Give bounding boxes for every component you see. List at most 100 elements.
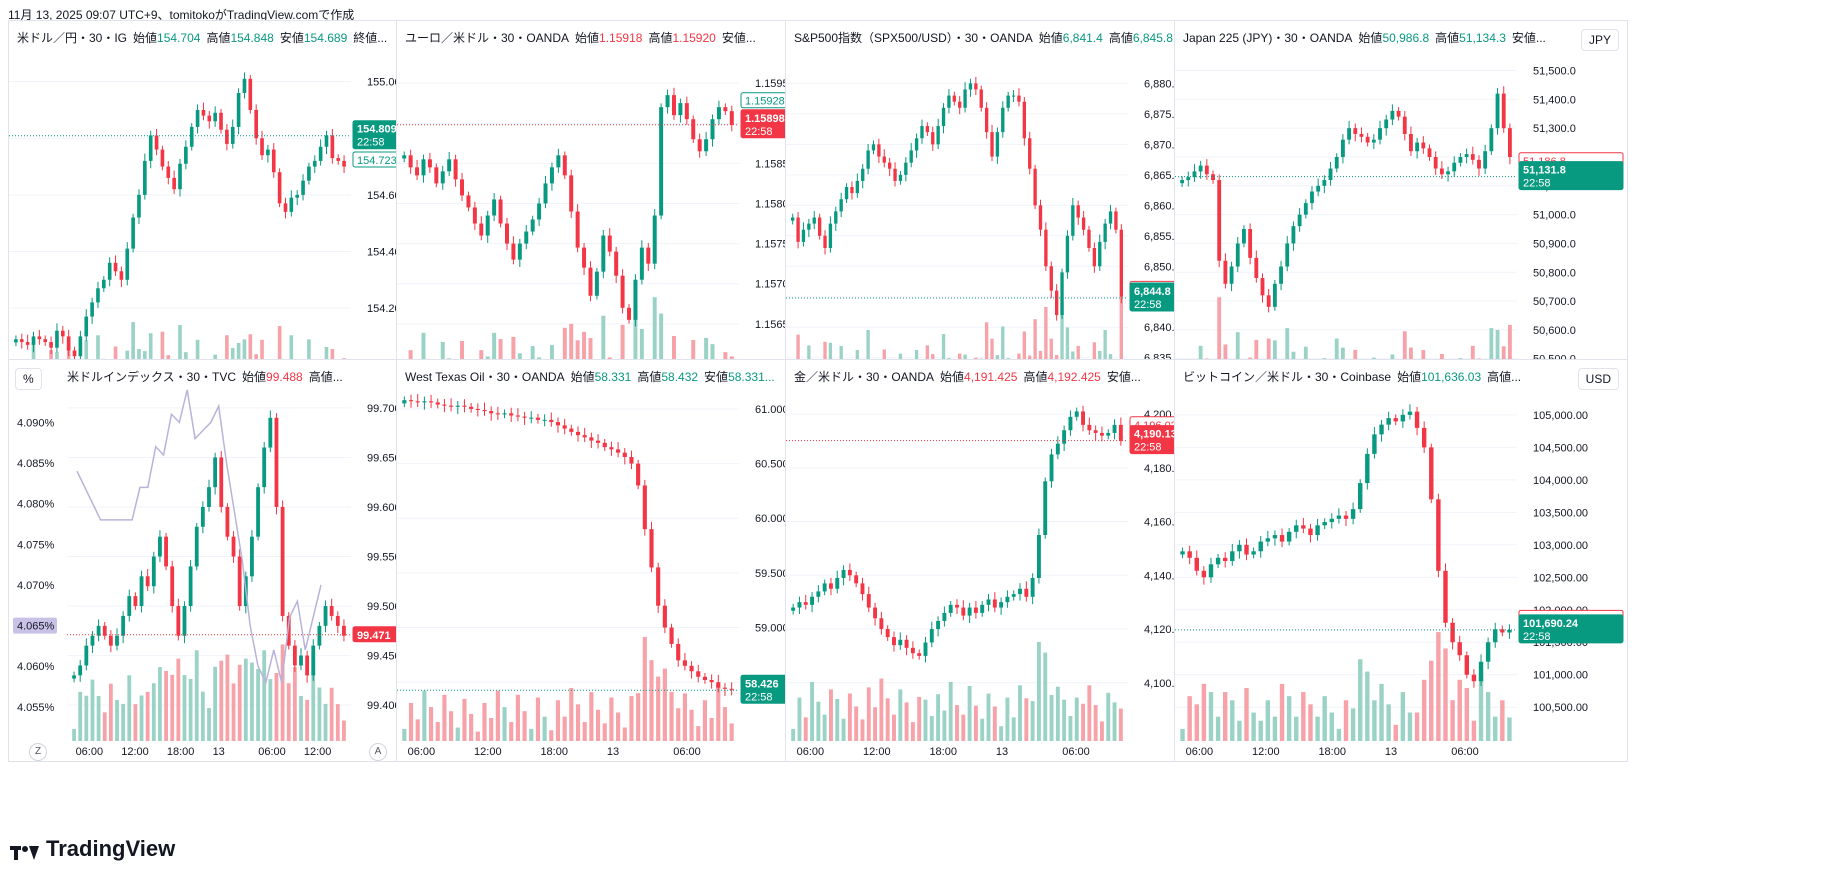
- candle[interactable]: [562, 155, 567, 176]
- candle[interactable]: [562, 425, 567, 429]
- symbol-legend[interactable]: S&P500指数（SPX500/USD）・30・OANDA 始値6,841.4 高値…: [794, 29, 1174, 46]
- chart-panel[interactable]: 51,500.051,400.051,300.051,200.051,100.0…: [1174, 20, 1628, 423]
- candle[interactable]: [609, 447, 614, 450]
- candle[interactable]: [914, 138, 919, 151]
- chart-panel[interactable]: 4,200.000 4,180.000 4,160.000 4,140.000 4,12…: [785, 359, 1239, 762]
- candle[interactable]: [455, 405, 460, 407]
- candle[interactable]: [342, 160, 346, 167]
- candle[interactable]: [1237, 544, 1242, 552]
- currency-button[interactable]: JPY: [1580, 29, 1619, 51]
- candle[interactable]: [607, 235, 612, 252]
- candle[interactable]: [115, 635, 119, 646]
- candle[interactable]: [1180, 180, 1185, 184]
- candle[interactable]: [887, 162, 892, 169]
- candle[interactable]: [662, 605, 667, 628]
- candle[interactable]: [1500, 629, 1505, 633]
- candle[interactable]: [834, 211, 838, 224]
- candle[interactable]: [961, 607, 966, 616]
- candle[interactable]: [973, 607, 978, 613]
- candle[interactable]: [72, 675, 76, 679]
- candle[interactable]: [1229, 266, 1234, 284]
- candle[interactable]: [184, 146, 188, 164]
- candle[interactable]: [716, 682, 721, 688]
- candle[interactable]: [66, 336, 71, 351]
- candle[interactable]: [428, 401, 434, 403]
- candle[interactable]: [1044, 229, 1048, 267]
- candle[interactable]: [466, 195, 471, 208]
- candle[interactable]: [968, 83, 973, 90]
- candle[interactable]: [266, 149, 270, 156]
- candle[interactable]: [317, 625, 322, 646]
- candle[interactable]: [1501, 93, 1506, 129]
- candle[interactable]: [160, 149, 165, 167]
- candle[interactable]: [1022, 101, 1027, 139]
- candle[interactable]: [434, 167, 439, 184]
- candle[interactable]: [231, 536, 236, 557]
- candle[interactable]: [1030, 577, 1035, 597]
- candle[interactable]: [482, 410, 487, 412]
- candle[interactable]: [807, 223, 811, 230]
- candle[interactable]: [274, 417, 279, 507]
- candle[interactable]: [854, 575, 859, 584]
- candle[interactable]: [84, 316, 89, 337]
- candle[interactable]: [678, 103, 683, 116]
- candle[interactable]: [402, 155, 407, 159]
- candle[interactable]: [841, 569, 846, 578]
- candle[interactable]: [55, 330, 59, 348]
- candle[interactable]: [904, 639, 909, 648]
- candle[interactable]: [170, 566, 175, 607]
- candle[interactable]: [729, 111, 734, 125]
- candle[interactable]: [301, 180, 305, 195]
- candle[interactable]: [188, 566, 193, 607]
- candle[interactable]: [19, 339, 24, 343]
- candle[interactable]: [1081, 411, 1085, 425]
- candle[interactable]: [201, 109, 206, 116]
- candle[interactable]: [422, 401, 427, 403]
- candle[interactable]: [1427, 148, 1432, 157]
- candle[interactable]: [1365, 136, 1370, 143]
- candle[interactable]: [844, 187, 849, 200]
- candle[interactable]: [485, 215, 490, 236]
- candle[interactable]: [207, 115, 212, 122]
- candle[interactable]: [137, 194, 141, 218]
- candle[interactable]: [1294, 525, 1299, 532]
- candle[interactable]: [78, 665, 83, 676]
- candle[interactable]: [1322, 180, 1327, 186]
- candle[interactable]: [866, 594, 871, 608]
- symbol-legend[interactable]: 米ドルインデックス・30・TVC 始値99.488 高値...: [67, 368, 343, 385]
- candle[interactable]: [1118, 424, 1123, 441]
- candle[interactable]: [447, 159, 452, 172]
- candle[interactable]: [917, 653, 922, 656]
- candle[interactable]: [1421, 142, 1426, 149]
- candle[interactable]: [37, 336, 42, 340]
- candle[interactable]: [1507, 629, 1512, 633]
- candle[interactable]: [595, 440, 601, 443]
- candle[interactable]: [277, 172, 282, 204]
- candle[interactable]: [330, 135, 335, 159]
- candle[interactable]: [947, 95, 951, 108]
- candle[interactable]: [14, 339, 18, 343]
- candle[interactable]: [543, 183, 548, 204]
- candle[interactable]: [847, 569, 852, 576]
- candle[interactable]: [722, 687, 728, 689]
- candle[interactable]: [796, 217, 800, 242]
- candle[interactable]: [1478, 661, 1484, 682]
- candle[interactable]: [43, 339, 48, 343]
- candle[interactable]: [803, 602, 808, 605]
- candle[interactable]: [283, 203, 288, 212]
- candle[interactable]: [575, 211, 580, 248]
- candle[interactable]: [1211, 174, 1215, 181]
- candle[interactable]: [791, 217, 795, 221]
- candle[interactable]: [1495, 93, 1500, 129]
- candle[interactable]: [1485, 642, 1491, 662]
- candle[interactable]: [860, 583, 865, 595]
- candle[interactable]: [1291, 226, 1296, 244]
- candle[interactable]: [588, 267, 593, 296]
- candle[interactable]: [1308, 528, 1313, 536]
- candle[interactable]: [323, 606, 328, 626]
- candle[interactable]: [885, 629, 890, 638]
- candle[interactable]: [1272, 283, 1277, 307]
- candle[interactable]: [524, 231, 529, 244]
- candle[interactable]: [502, 413, 507, 415]
- candle[interactable]: [1033, 168, 1037, 206]
